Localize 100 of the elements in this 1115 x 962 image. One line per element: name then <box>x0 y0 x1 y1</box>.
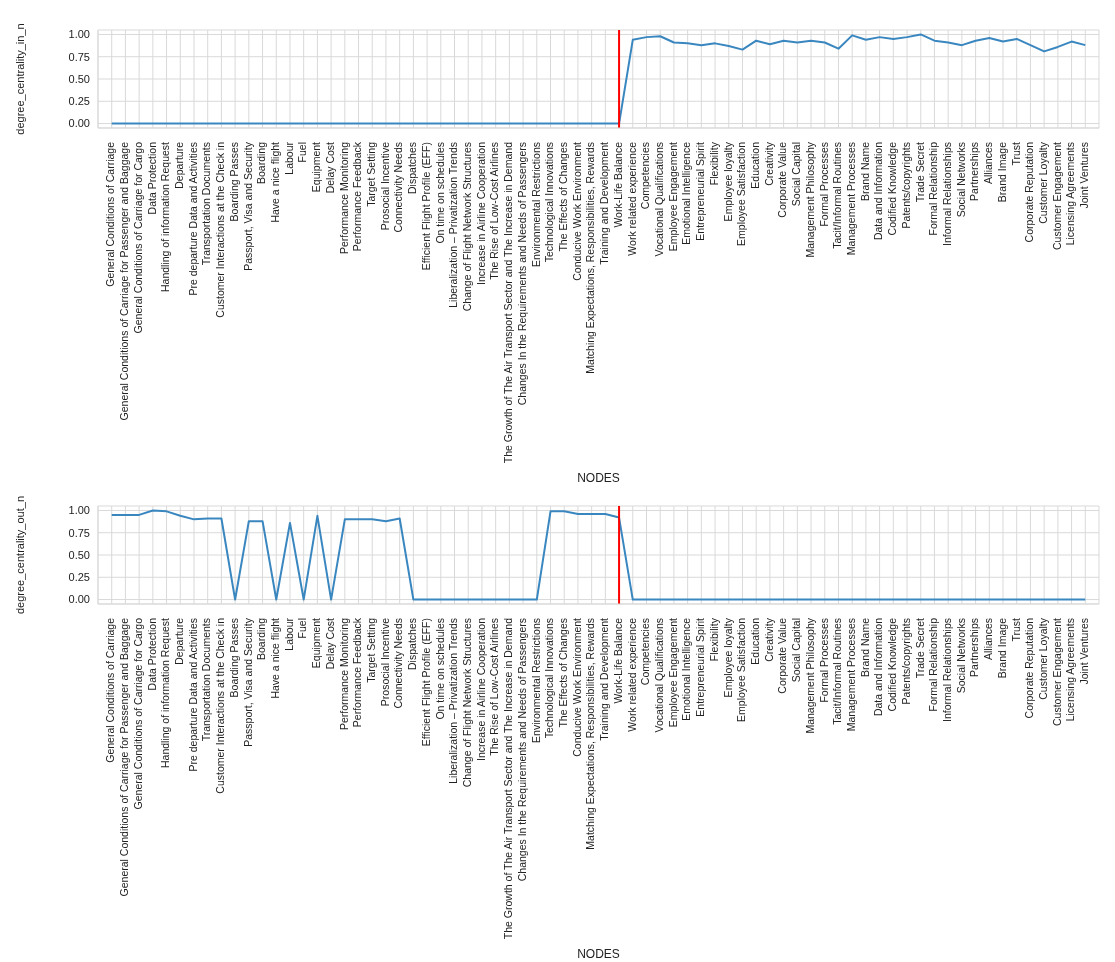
x-tick-label: Environmental Restrictions <box>529 618 542 743</box>
x-tick-label: Employee Engagement <box>666 141 679 252</box>
x-tick-label: Prosocial Incentive <box>378 141 391 231</box>
x-tick-label: Customer Loyalty <box>1036 141 1049 224</box>
x-tick-label: Management Philosophy <box>803 141 816 258</box>
y-tick-label: 0.25 <box>68 95 90 108</box>
x-tick-label: Handling of information Request <box>159 141 172 293</box>
x-tick-label: The Growth of The Air Transport Sector and The Increase in Demand <box>502 617 515 940</box>
x-tick-label: Matching Expectations, Responsibilities, Rewards <box>584 142 597 374</box>
x-tick-label: Handling of information Request <box>159 617 172 769</box>
x-tick-label: Target Setting <box>365 141 378 207</box>
y-tick-label: 0.50 <box>68 548 90 561</box>
x-tick-label: Tacit/Informal Routines <box>831 618 844 725</box>
x-tick-label: Corporate Value <box>776 617 789 694</box>
x-tick-label: Work related experience <box>625 141 638 256</box>
x-tick-label: Changes In the Requirements and Needs of Passengers <box>515 618 528 882</box>
y-tick-label: 0.00 <box>68 117 90 130</box>
x-tick-label: Target Setting <box>365 617 378 683</box>
x-tick-label: Transportation Documents <box>200 618 213 742</box>
x-tick-label: Passport, Visa and Security <box>241 141 254 271</box>
x-tick-label: Dispatches <box>406 142 419 194</box>
x-tick-label: Codified Knowledge <box>886 141 899 236</box>
y-axis-title: degree_centrality_out_n <box>13 495 26 615</box>
x-tick-label: General Conditions of Carriage for Passenger and Baggage <box>118 141 131 421</box>
x-tick-label: Informal Relationships <box>940 142 953 246</box>
x-tick-label: Customer Engagement <box>1050 141 1063 250</box>
x-tick-label: Formal Processes <box>817 142 830 227</box>
y-tick-label: 1.00 <box>68 28 90 41</box>
x-tick-label: Technological Innovations <box>543 142 556 263</box>
line-series <box>110 509 1087 601</box>
x-tick-label: Efficient Flight Profile (EFF) <box>419 618 432 747</box>
x-tick-label: Have a nice flight <box>269 617 282 699</box>
x-tick-label: Work-Life Balance <box>611 617 624 704</box>
x-tick-label: Work related experience <box>625 617 638 732</box>
x-tick-label: Competencies <box>639 618 652 686</box>
y-tick-label: 0.25 <box>68 571 90 584</box>
x-tick-label: Training and Development <box>598 617 611 741</box>
x-tick-label: Management Philosophy <box>803 617 816 734</box>
x-tick-label: Emotional Intelligence <box>680 141 693 245</box>
x-tick-label: Customer Loyalty <box>1036 617 1049 700</box>
x-tick-label: Connectivity Needs <box>392 618 405 709</box>
x-tick-label: Flexibility <box>707 617 720 662</box>
x-tick-label: Conducive Work Environment <box>570 617 583 757</box>
x-tick-label: Trade Secret <box>913 141 926 203</box>
x-tick-label: Liberalization – Privatization Trends <box>447 618 460 784</box>
x-tick-label: General Conditions of Carriage <box>104 141 117 287</box>
y-tick-label: 0.75 <box>68 50 90 63</box>
y-tick-label: 0.00 <box>68 593 90 606</box>
x-tick-label: Trade Secret <box>913 617 926 679</box>
x-tick-label: Partnerships <box>968 142 981 201</box>
x-tick-label: Codified Knowledge <box>886 617 899 712</box>
x-tick-label: Connectivity Needs <box>392 142 405 233</box>
x-tick-label: Pre departure Data and Activities <box>186 142 199 296</box>
x-tick-label: On time on schedules <box>433 618 446 720</box>
x-tick-label: Corporate Value <box>776 141 789 218</box>
x-tick-label: Customer Interactions at the Check in <box>214 617 227 794</box>
x-axis-title: NODES <box>577 947 620 961</box>
x-tick-label: Employee loyalty <box>721 617 734 698</box>
x-tick-label: Increase in Airline Cooperation <box>474 617 487 762</box>
x-tick-label: Entrepreneurial Spirit <box>694 617 707 717</box>
x-tick-label: Liberalization – Privatization Trends <box>447 142 460 308</box>
x-tick-label: Delay Cost <box>323 141 336 194</box>
x-tick-label: On time on schedules <box>433 142 446 244</box>
x-tick-label: Fuel <box>296 142 309 163</box>
x-tick-label: Performance Feedback <box>351 617 364 728</box>
x-tick-label: Employee Satisfaction <box>735 617 748 722</box>
x-tick-label: Departure <box>173 617 186 665</box>
x-tick-label: The Growth of The Air Transport Sector and The Increase in Demand <box>502 141 515 464</box>
x-tick-label: Brand Image <box>995 617 1008 679</box>
x-tick-label: Matching Expectations, Responsibilities, Rewards <box>584 618 597 850</box>
y-tick-label: 0.75 <box>68 526 90 539</box>
x-tick-label: Formal Relationship <box>927 141 940 236</box>
x-tick-label: Delay Cost <box>323 617 336 670</box>
x-tick-label: Boarding <box>255 141 268 185</box>
x-tick-label: Customer Interactions at the Check in <box>214 141 227 318</box>
x-tick-label: Trust <box>1009 141 1022 166</box>
x-tick-label: Alliances <box>982 618 995 661</box>
x-tick-label: Data and Information <box>872 141 885 241</box>
x-tick-label: Employee Engagement <box>666 617 679 728</box>
x-tick-label: Education <box>748 617 761 665</box>
x-tick-label: Prosocial Incentive <box>378 617 391 707</box>
x-tick-label: Boarding Passes <box>227 618 240 698</box>
x-tick-label: Customer Engagement <box>1050 617 1063 726</box>
x-tick-label: Labour <box>282 141 295 175</box>
x-tick-label: Brand Image <box>995 141 1008 203</box>
x-tick-label: Formal Relationship <box>927 617 940 712</box>
x-tick-label: Equipment <box>310 617 323 669</box>
x-tick-label: Informal Relationships <box>940 618 953 722</box>
x-tick-label: Changes In the Requirements and Needs of Passengers <box>515 142 528 406</box>
x-tick-label: Equipment <box>310 141 323 193</box>
x-tick-label: Fuel <box>296 618 309 639</box>
x-tick-label: Dispatches <box>406 618 419 670</box>
x-tick-label: Data Protection <box>145 141 158 215</box>
x-tick-label: Performance Feedback <box>351 141 364 252</box>
x-tick-label: Social Networks <box>954 618 967 694</box>
x-tick-label: Corporate Reputation <box>1023 617 1036 719</box>
x-tick-label: Passport, Visa and Security <box>241 617 254 747</box>
x-tick-label: Change of Flight Network Structures <box>461 618 474 788</box>
x-tick-label: Technological Innovations <box>543 618 556 739</box>
x-tick-label: Education <box>748 141 761 189</box>
